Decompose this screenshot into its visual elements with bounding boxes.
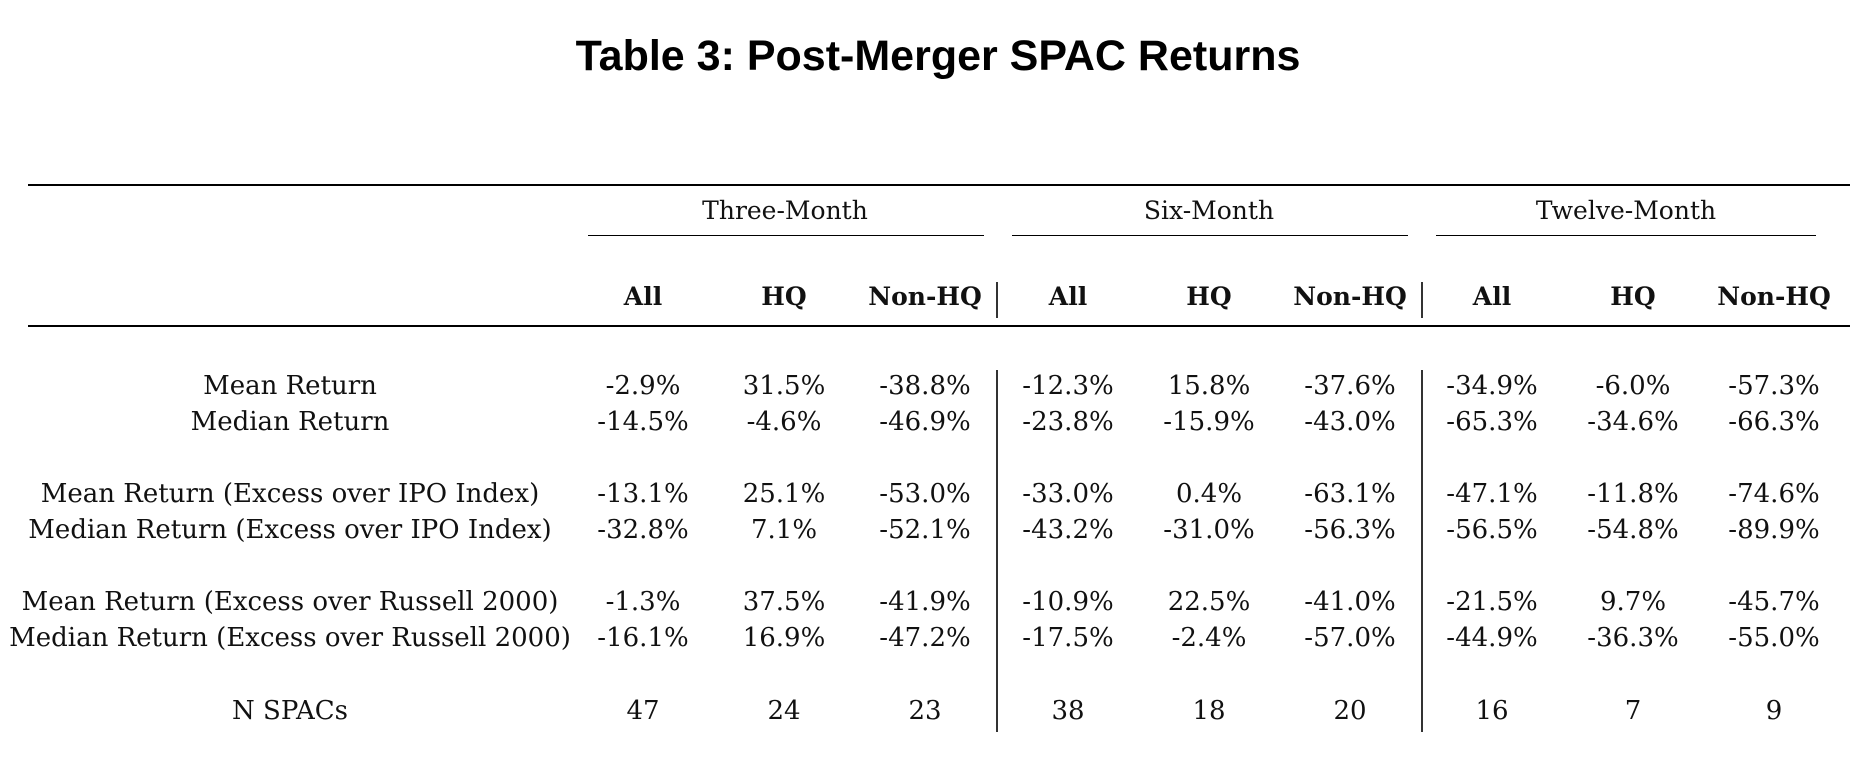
table-cell: -63.1%: [1304, 479, 1396, 509]
table-cell: -4.6%: [746, 407, 822, 437]
subheader-hq: HQ: [761, 282, 807, 311]
table-cell: -43.2%: [1022, 515, 1114, 545]
group-underline-three-month: [588, 235, 984, 236]
table-cell: -16.1%: [597, 623, 689, 653]
table-cell: -38.8%: [879, 371, 971, 401]
subheader-hq: HQ: [1186, 282, 1232, 311]
row-label: Mean Return (Excess over Russell 2000): [21, 587, 559, 617]
table-cell: -74.6%: [1728, 479, 1820, 509]
group-header-three-month: Three-Month: [702, 196, 868, 225]
table-cell: -66.3%: [1728, 407, 1820, 437]
table-cell: 23: [908, 696, 942, 726]
table-cell: 9: [1765, 696, 1783, 726]
header-separator: [996, 282, 998, 318]
table-cell: -57.0%: [1304, 623, 1396, 653]
table-cell: 47: [626, 696, 660, 726]
table-cell: -11.8%: [1587, 479, 1679, 509]
subheader-non-hq: Non-HQ: [868, 282, 982, 311]
table-cell: -54.8%: [1587, 515, 1679, 545]
subheader-all: All: [623, 282, 663, 311]
body-separator: [996, 370, 998, 732]
subheader-non-hq: Non-HQ: [1293, 282, 1407, 311]
subheader-non-hq: Non-HQ: [1717, 282, 1831, 311]
group-header-six-month: Six-Month: [1143, 196, 1275, 225]
table-cell: -41.0%: [1304, 587, 1396, 617]
table-cell: -21.5%: [1446, 587, 1538, 617]
table-title: Table 3: Post-Merger SPAC Returns: [575, 32, 1301, 80]
table-cell: -36.3%: [1587, 623, 1679, 653]
table-cell: -31.0%: [1163, 515, 1255, 545]
table-cell: 20: [1333, 696, 1367, 726]
table-cell: 37.5%: [742, 587, 826, 617]
table-cell: -10.9%: [1022, 587, 1114, 617]
table-cell: -41.9%: [879, 587, 971, 617]
table-cell: -46.9%: [879, 407, 971, 437]
table-cell: -13.1%: [597, 479, 689, 509]
table-cell: 0.4%: [1175, 479, 1243, 509]
table-cell: -6.0%: [1595, 371, 1671, 401]
table-cell: 9.7%: [1599, 587, 1667, 617]
table-cell: -23.8%: [1022, 407, 1114, 437]
table-cell: -43.0%: [1304, 407, 1396, 437]
table-cell: -14.5%: [597, 407, 689, 437]
table-cell: -89.9%: [1728, 515, 1820, 545]
table-cell: 7.1%: [750, 515, 818, 545]
row-label: Median Return: [190, 407, 390, 437]
table-cell: -15.9%: [1163, 407, 1255, 437]
group-underline-twelve-month: [1436, 235, 1816, 236]
subheader-all: All: [1472, 282, 1512, 311]
row-label: Median Return (Excess over Russell 2000): [9, 623, 571, 653]
table-cell: -2.9%: [605, 371, 681, 401]
table-cell: 18: [1192, 696, 1226, 726]
header-separator: [1421, 282, 1423, 318]
table-cell: 24: [767, 696, 801, 726]
table-cell: -37.6%: [1304, 371, 1396, 401]
row-label: N SPACs: [232, 696, 348, 726]
table-cell: -57.3%: [1728, 371, 1820, 401]
header-rule: [28, 325, 1850, 327]
table-cell: -32.8%: [597, 515, 689, 545]
table-cell: -34.6%: [1587, 407, 1679, 437]
table-cell: -47.1%: [1446, 479, 1538, 509]
table-cell: -45.7%: [1728, 587, 1820, 617]
table-cell: 38: [1051, 696, 1085, 726]
body-separator: [1421, 370, 1423, 732]
group-header-twelve-month: Twelve-Month: [1535, 196, 1717, 225]
table-cell: -34.9%: [1446, 371, 1538, 401]
table-cell: -55.0%: [1728, 623, 1820, 653]
subheader-all: All: [1048, 282, 1088, 311]
table-cell: -12.3%: [1022, 371, 1114, 401]
table-cell: -53.0%: [879, 479, 971, 509]
table-cell: 7: [1624, 696, 1642, 726]
table-cell: -2.4%: [1171, 623, 1247, 653]
table-cell: -52.1%: [879, 515, 971, 545]
table-cell: -17.5%: [1022, 623, 1114, 653]
table-cell: -65.3%: [1446, 407, 1538, 437]
table-cell: -47.2%: [879, 623, 971, 653]
group-underline-six-month: [1012, 235, 1408, 236]
table-cell: 15.8%: [1167, 371, 1251, 401]
table-cell: 16.9%: [742, 623, 826, 653]
row-label: Mean Return (Excess over IPO Index): [40, 479, 540, 509]
table-cell: -33.0%: [1022, 479, 1114, 509]
table-cell: 25.1%: [742, 479, 826, 509]
table-cell: -56.5%: [1446, 515, 1538, 545]
table-cell: 31.5%: [742, 371, 826, 401]
row-label: Median Return (Excess over IPO Index): [28, 515, 552, 545]
subheader-hq: HQ: [1610, 282, 1656, 311]
table-cell: -1.3%: [605, 587, 681, 617]
top-rule: [28, 184, 1850, 186]
table-cell: 16: [1475, 696, 1509, 726]
row-label: Mean Return: [203, 371, 377, 401]
table-cell: 22.5%: [1167, 587, 1251, 617]
table-cell: -56.3%: [1304, 515, 1396, 545]
table-cell: -44.9%: [1446, 623, 1538, 653]
